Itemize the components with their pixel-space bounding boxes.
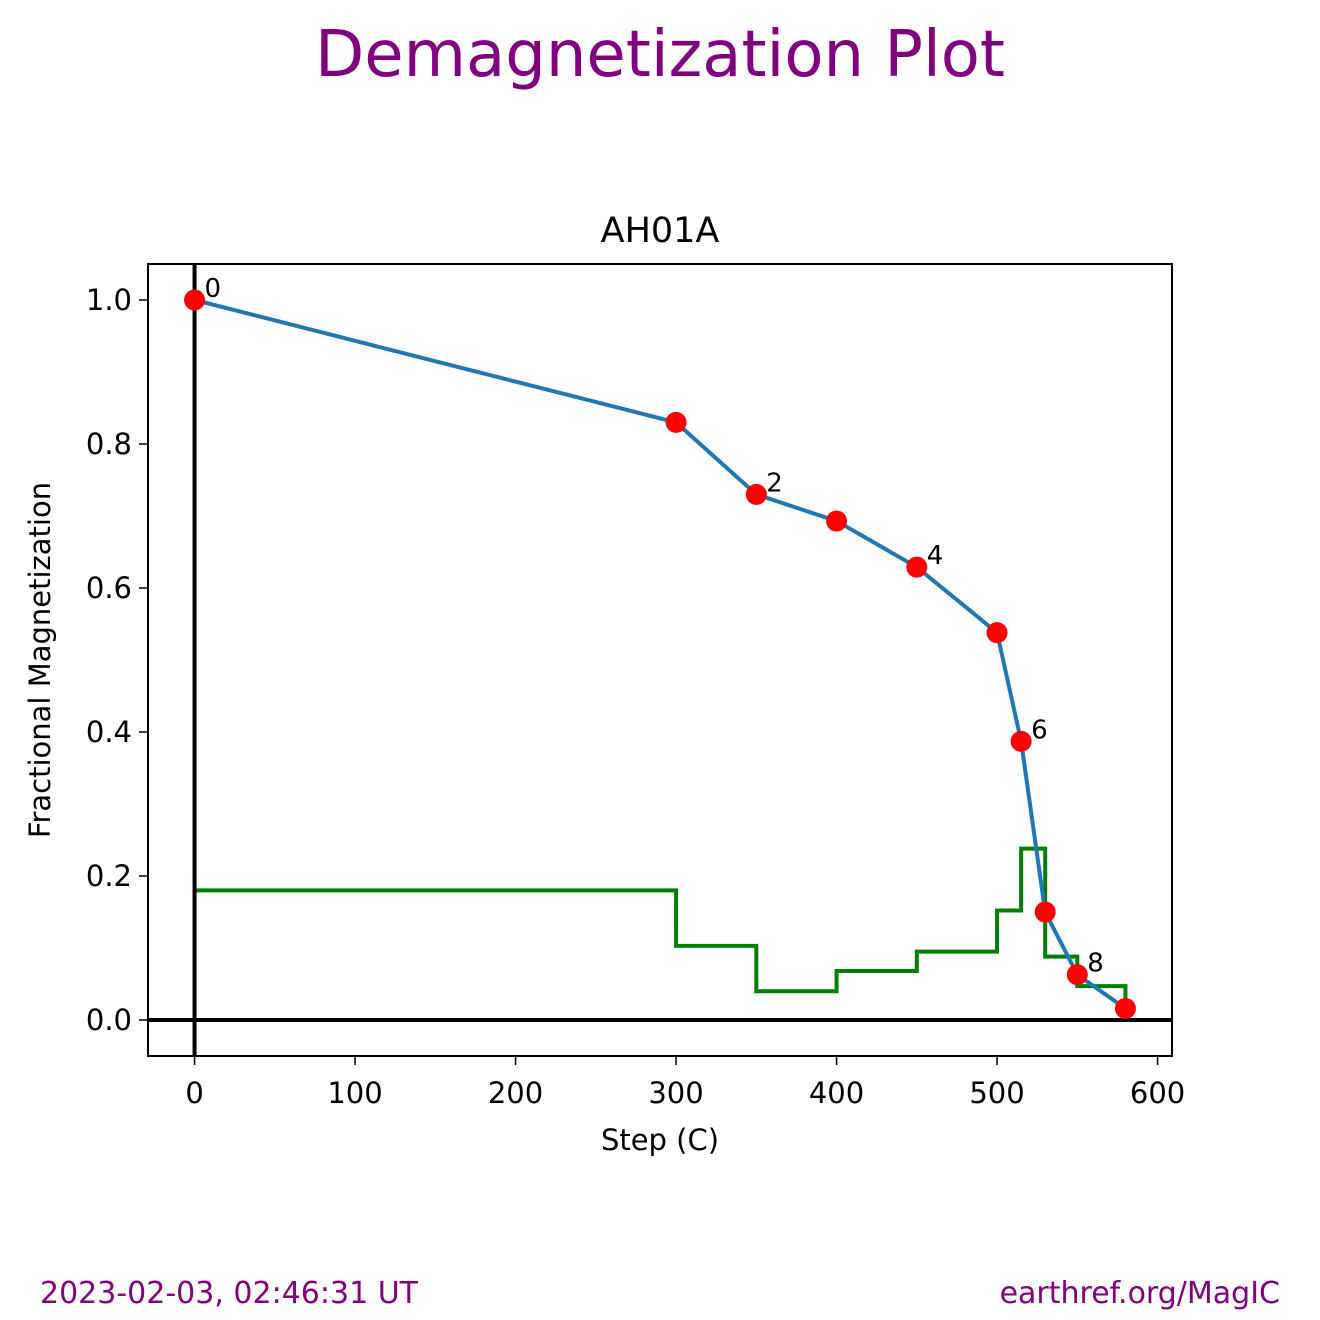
data-point-marker xyxy=(665,411,687,433)
y-tick-label: 1.0 xyxy=(86,283,132,317)
point-label: 4 xyxy=(927,541,944,571)
y-tick-label: 0.6 xyxy=(86,571,132,605)
x-tick-label: 300 xyxy=(648,1076,703,1110)
x-tick-label: 200 xyxy=(488,1076,543,1110)
data-point-marker xyxy=(1066,964,1088,986)
point-label: 2 xyxy=(766,468,783,498)
footer-source: earthref.org/MagIC xyxy=(999,1276,1280,1311)
y-tick-label: 0.8 xyxy=(86,427,132,461)
data-point-marker xyxy=(184,289,206,311)
magnetization-series-line xyxy=(194,298,1127,1011)
figure-title: Demagnetization Plot xyxy=(314,18,1006,92)
data-point-marker xyxy=(1114,997,1136,1019)
point-label: 6 xyxy=(1031,715,1048,745)
x-tick-label: 400 xyxy=(809,1076,864,1110)
x-tick-label: 100 xyxy=(327,1076,382,1110)
x-tick-label: 0 xyxy=(185,1076,203,1110)
data-point-marker xyxy=(1010,730,1032,752)
point-label: 8 xyxy=(1087,949,1104,979)
data-point-marker xyxy=(1034,901,1056,923)
data-point-marker xyxy=(826,510,848,532)
data-point-marker xyxy=(906,556,928,578)
step-series-line xyxy=(194,846,1128,1009)
x-axis-label: Step (C) xyxy=(601,1123,719,1157)
y-tick-label: 0.2 xyxy=(86,859,132,893)
plot-area: 0 100 200 300 400 500 600 0.0 0.2 0.4 0.6 0.8 1.0 0 2 4… xyxy=(86,263,1185,1110)
chart-title: AH01A xyxy=(601,211,720,251)
plot-frame xyxy=(147,263,1173,1057)
data-point-marker xyxy=(986,622,1008,644)
x-tick-label: 500 xyxy=(969,1076,1024,1110)
y-tick-label: 0.0 xyxy=(86,1003,132,1037)
data-point-marker xyxy=(745,483,767,505)
y-axis-label: Fractional Magnetization xyxy=(23,482,57,838)
y-tick-label: 0.4 xyxy=(86,715,132,749)
point-label: 0 xyxy=(205,274,222,304)
footer-timestamp: 2023-02-03, 02:46:31 UT xyxy=(40,1276,418,1311)
x-tick-label: 600 xyxy=(1130,1076,1185,1110)
